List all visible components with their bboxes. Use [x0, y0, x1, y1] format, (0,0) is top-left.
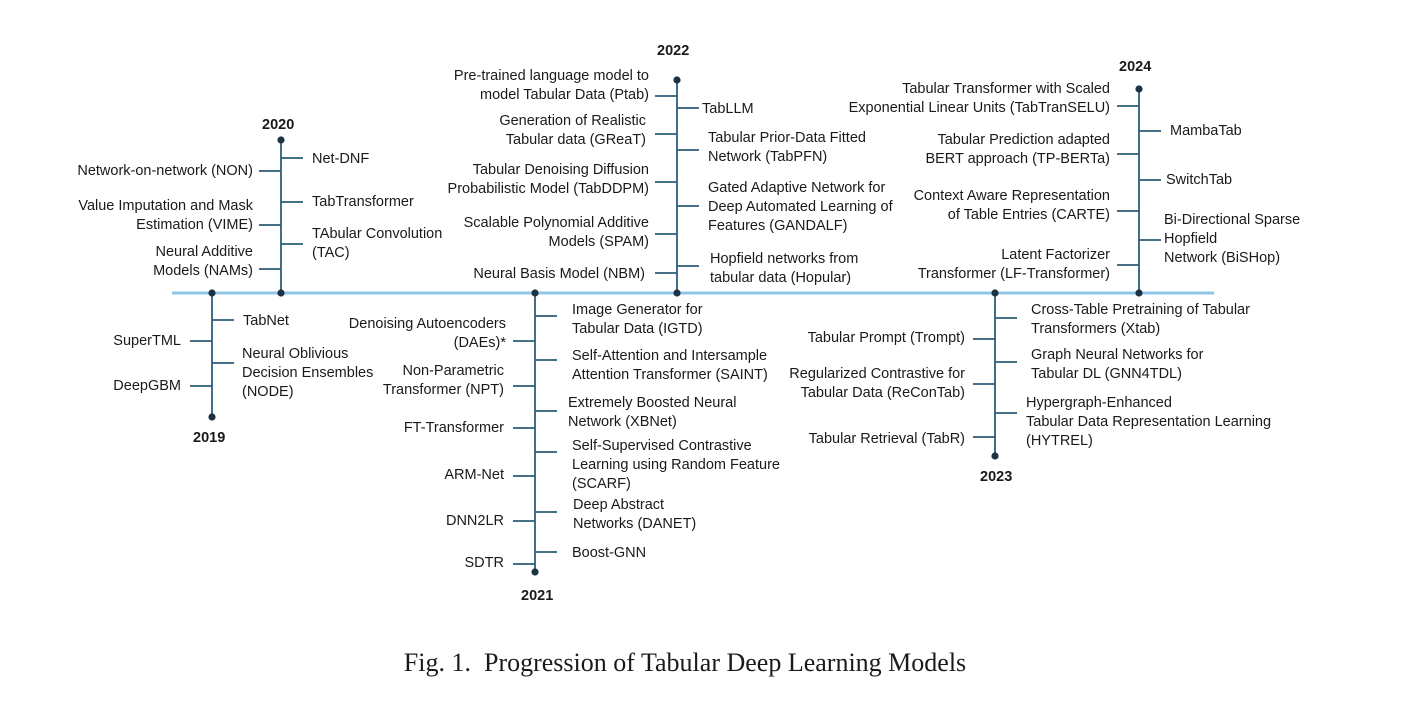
model-label: Tabular Retrieval (TabR) — [808, 431, 965, 447]
axis-node-dot — [531, 289, 539, 297]
model-label: TabTransformer — [312, 194, 414, 210]
model-label: Neural Oblivious Decision Ensembles (NOD… — [242, 346, 374, 400]
model-label: Tabular Denoising Diffusion Probabilisti… — [447, 162, 649, 197]
model-label: MambaTab — [1170, 123, 1242, 139]
model-label: Image Generator for Tabular Data (IGTD) — [572, 302, 703, 337]
model-label: SDTR — [464, 555, 504, 571]
model-label: Gated Adaptive Network for Deep Automate… — [708, 180, 893, 234]
model-label: Tabular Prior-Data Fitted Network (TabPF… — [708, 130, 866, 165]
model-label: Bi-Directional Sparse Hopfield Network (… — [1164, 212, 1301, 266]
model-label: TAbular Convolution (TAC) — [312, 226, 443, 261]
year-label-2020: 2020 — [262, 117, 295, 133]
axis-node-dot — [1135, 289, 1143, 297]
model-label: FT-Transformer — [403, 420, 504, 436]
model-label: DNN2LR — [445, 513, 504, 529]
stem-end-dot — [531, 568, 539, 576]
model-label: Neural Additive Models (NAMs) — [153, 244, 253, 279]
model-label: Hopfield networks from tabular data (Hop… — [710, 251, 859, 286]
model-label: Tabular Prompt (Trompt) — [807, 330, 965, 346]
axis-node-dot — [208, 289, 216, 297]
model-label: Neural Basis Model (NBM) — [473, 266, 645, 282]
model-label: TabLLM — [702, 101, 754, 117]
year-label-2021: 2021 — [521, 588, 554, 604]
model-label: Latent Factorizer Transformer (LF-Transf… — [917, 247, 1110, 282]
model-label: Extremely Boosted Neural Network (XBNet) — [568, 395, 737, 430]
model-label: ARM-Net — [444, 467, 504, 483]
model-label: Cross-Table Pretraining of Tabular Trans… — [1031, 302, 1250, 337]
model-label: Net-DNF — [312, 151, 370, 167]
model-label: Self-Supervised Contrastive Learning usi… — [572, 438, 780, 492]
model-label: Regularized Contrastive for Tabular Data… — [789, 366, 965, 401]
stem-end-dot — [991, 452, 999, 460]
model-label: Generation of Realistic Tabular data (GR… — [499, 113, 646, 148]
model-label: Tabular Transformer with Scaled Exponent… — [848, 81, 1110, 116]
model-label: Graph Neural Networks for Tabular DL (GN… — [1031, 347, 1204, 382]
model-label: DeepGBM — [113, 378, 181, 394]
model-label: Pre-trained language model to model Tabu… — [453, 68, 649, 103]
year-label-2023: 2023 — [980, 469, 1013, 485]
axis-node-dot — [673, 289, 681, 297]
model-label: Value Imputation and Mask Estimation (VI… — [78, 198, 253, 233]
axis-node-dot — [277, 289, 285, 297]
year-label-2022: 2022 — [657, 43, 690, 59]
model-label: Self-Attention and Intersample Attention… — [572, 348, 768, 383]
model-label: Denoising Autoencoders (DAEs)* — [348, 316, 506, 351]
year-label-2019: 2019 — [193, 430, 226, 446]
model-label: Non-Parametric Transformer (NPT) — [382, 363, 504, 398]
model-label: SuperTML — [113, 333, 181, 349]
model-label: Deep Abstract Networks (DANET) — [573, 497, 697, 532]
model-label: SwitchTab — [1166, 172, 1233, 188]
figure-caption: Fig. 1. Progression of Tabular Deep Lear… — [403, 648, 967, 677]
model-label: Hypergraph-Enhanced Tabular Data Represe… — [1026, 395, 1272, 449]
stem-end-dot — [277, 136, 285, 144]
model-label: Boost-GNN — [572, 545, 647, 561]
stem-end-dot — [208, 413, 216, 421]
axis-node-dot — [991, 289, 999, 297]
stem-end-dot — [673, 76, 681, 84]
model-label: Network-on-network (NON) — [77, 163, 253, 179]
model-label: Tabular Prediction adapted BERT approach… — [925, 132, 1110, 167]
model-label: Context Aware Representation of Table En… — [913, 188, 1110, 223]
year-label-2024: 2024 — [1119, 59, 1152, 75]
model-label: Scalable Polynomial Additive Models (SPA… — [463, 215, 649, 250]
stem-end-dot — [1135, 85, 1143, 93]
model-label: TabNet — [243, 313, 289, 329]
